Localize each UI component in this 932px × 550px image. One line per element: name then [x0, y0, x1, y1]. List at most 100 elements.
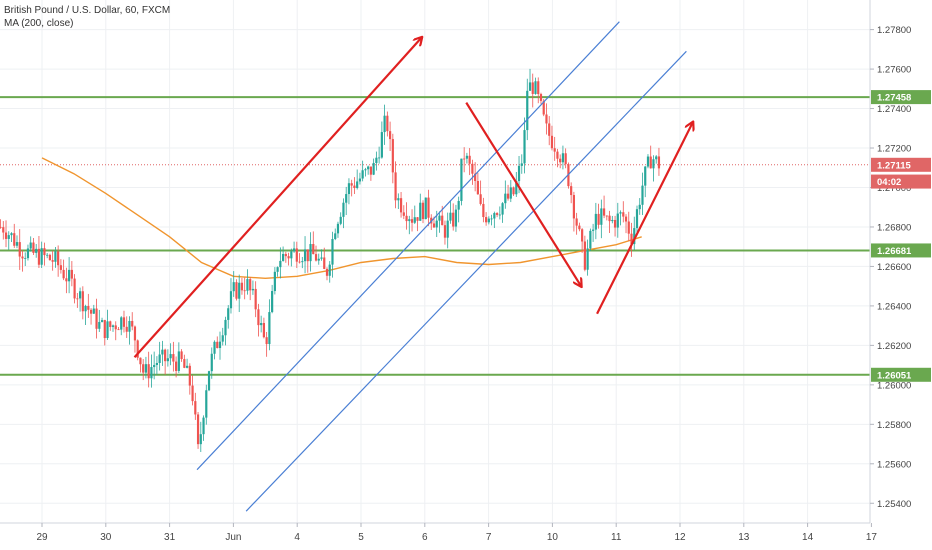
x-tick-label: 4: [294, 532, 300, 543]
candle-body: [216, 341, 219, 349]
y-tick-label: 1.26600: [877, 262, 911, 273]
candle-body: [386, 115, 389, 132]
candle-body: [550, 135, 554, 149]
candle-body: [419, 202, 422, 221]
x-tick-label: 10: [547, 532, 559, 543]
candle-body: [441, 215, 444, 226]
candle-body: [254, 288, 257, 310]
candle-body: [495, 213, 499, 215]
candle-body: [408, 219, 411, 222]
candle-body: [109, 321, 112, 327]
candle-body: [646, 156, 650, 167]
candle-body: [468, 155, 471, 164]
candle-body: [553, 148, 556, 152]
candle-body: [243, 290, 246, 292]
candle-body: [251, 288, 255, 291]
candle-body: [246, 279, 249, 291]
candle-body: [122, 317, 126, 327]
candle-body: [78, 291, 82, 299]
candle-body: [452, 212, 455, 227]
candle-body: [474, 173, 477, 181]
candle-body: [356, 181, 359, 189]
candle-body: [641, 185, 644, 205]
candle-body: [397, 198, 400, 201]
x-tick-label: 14: [802, 532, 814, 543]
channel-line: [245, 50, 687, 512]
candle-body: [537, 81, 540, 95]
candle-body: [479, 194, 482, 204]
candle-body: [4, 232, 8, 239]
candle-body: [207, 371, 211, 391]
candle-body: [367, 166, 370, 170]
candle-body: [202, 417, 205, 435]
candle-body: [520, 163, 523, 166]
candle-body: [260, 322, 263, 326]
candle-body: [432, 223, 436, 228]
candle-body: [421, 202, 425, 220]
candle-body: [443, 225, 447, 238]
candle-body: [336, 223, 340, 234]
candle-body: [487, 218, 490, 223]
candle-body: [460, 158, 463, 201]
candle-body: [59, 265, 62, 270]
y-tick-label: 1.25600: [877, 459, 911, 470]
trend-arrow: [596, 122, 693, 315]
candle-body: [7, 235, 10, 239]
candle-body: [369, 166, 372, 175]
candle-body: [262, 322, 265, 338]
candle-body: [175, 361, 178, 371]
candle-body: [98, 321, 101, 329]
time-axis: [0, 523, 932, 550]
y-tick-label: 1.25400: [877, 499, 911, 510]
x-tick-label: 12: [674, 532, 686, 543]
candle-body: [32, 242, 35, 253]
candle-body: [476, 180, 479, 195]
candle-body: [526, 90, 529, 131]
candle-body: [84, 305, 87, 312]
candle-body: [438, 215, 441, 221]
candle-body: [506, 193, 510, 199]
candle-body: [350, 183, 353, 186]
candle-body: [15, 242, 19, 246]
candle-body: [62, 269, 65, 279]
trend-arrow: [133, 37, 422, 358]
grid: [0, 0, 872, 523]
candle-body: [309, 244, 312, 262]
candle-body: [394, 172, 397, 201]
y-tick-label: 1.26200: [877, 341, 911, 352]
candlesticks: [0, 68, 661, 453]
candle-body: [435, 220, 438, 228]
candle-body: [353, 185, 356, 189]
candle-body: [301, 261, 304, 263]
candle-body: [48, 254, 52, 261]
candle-body: [73, 278, 76, 299]
candle-body: [556, 151, 559, 159]
candle-body: [89, 309, 93, 314]
candle-body: [177, 351, 180, 371]
candle-body: [76, 298, 79, 300]
candle-body: [572, 195, 576, 219]
candle-body: [638, 204, 641, 210]
y-tick-label: 1.26800: [877, 222, 911, 233]
moving-average: [41, 157, 642, 280]
candle-body: [29, 242, 32, 249]
candle-body: [147, 364, 150, 379]
candle-body: [188, 365, 191, 386]
candle-body: [613, 219, 617, 228]
candle-body: [652, 159, 655, 169]
candle-body: [619, 212, 622, 214]
candle-body: [24, 258, 27, 259]
candle-body: [627, 221, 630, 234]
symbol-title: British Pound / U.S. Dollar, 60, FXCM: [4, 5, 171, 16]
candle-body: [399, 198, 403, 213]
candle-body: [26, 248, 30, 259]
candle-body: [465, 155, 469, 159]
candle-body: [54, 251, 57, 262]
candle-body: [493, 213, 496, 219]
candle-body: [581, 229, 584, 242]
candle-body: [57, 251, 60, 266]
candle-body: [153, 364, 156, 368]
candle-body: [120, 317, 123, 330]
candle-body: [87, 305, 90, 310]
